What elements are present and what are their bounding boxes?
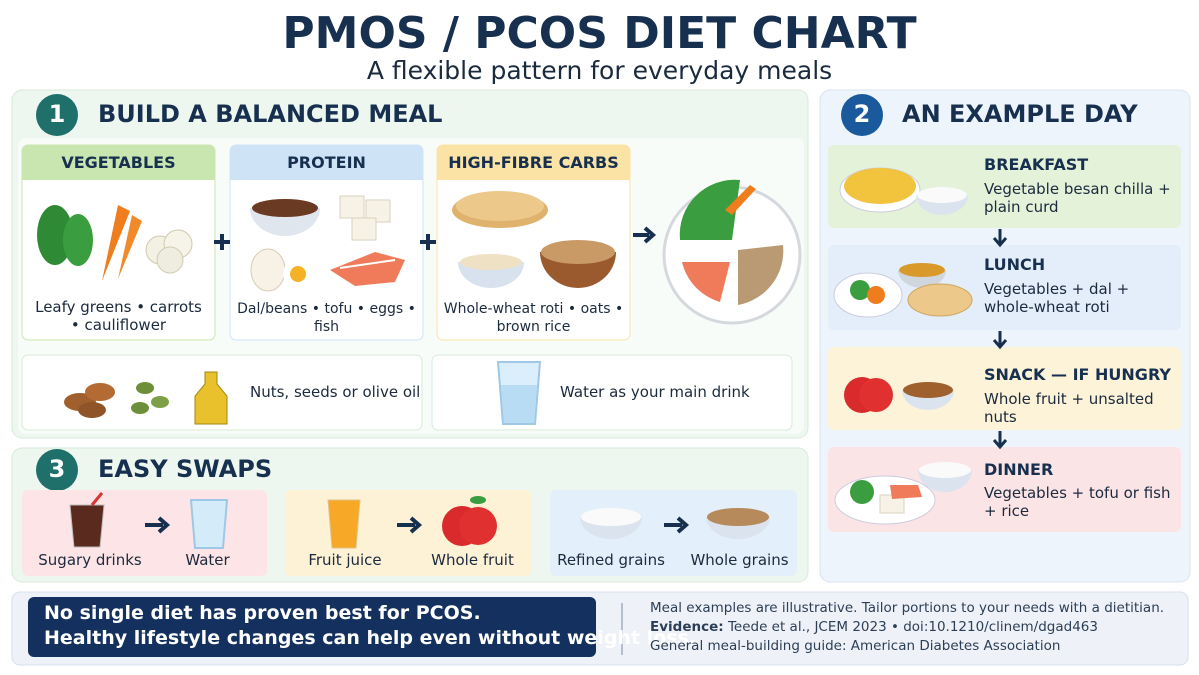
- meal-title: DINNER: [984, 460, 1054, 479]
- plate-icon: [662, 179, 802, 325]
- meal-items: Vegetable besan chilla + plain curd: [984, 180, 1171, 216]
- title: PMOS / PCOS DIET CHART: [282, 8, 917, 59]
- plus-icon: [214, 234, 230, 250]
- group-card: [229, 144, 424, 341]
- meal-title: LUNCH: [984, 255, 1046, 274]
- subtitle: A flexible pattern for everyday meals: [366, 56, 833, 85]
- meal-card: [828, 145, 1181, 228]
- note-line: Healthy lifestyle changes can help even …: [44, 627, 697, 649]
- down-arrow: [992, 229, 1008, 248]
- section-number: 3: [48, 455, 66, 483]
- soda-icon: [69, 492, 105, 548]
- meal-items: Vegetables + tofu or fish + rice: [984, 484, 1171, 520]
- vegetable-icon: [37, 205, 193, 281]
- swap-to: Water: [185, 551, 230, 569]
- snack-icon: [844, 377, 954, 413]
- note-line: No single diet has proven best for PCOS.: [44, 602, 481, 624]
- breakfast-icon: [839, 167, 968, 215]
- section-title: EASY SWAPS: [98, 455, 273, 483]
- group-title: HIGH-FIBRE CARBS: [448, 153, 619, 172]
- section-number: 2: [853, 100, 871, 128]
- meal-items: Vegetables + dal + whole-wheat roti: [984, 280, 1130, 316]
- arrow-icon: [664, 516, 690, 534]
- section-title: AN EXAMPLE DAY: [902, 100, 1138, 128]
- arrow-icon: [633, 226, 657, 244]
- swap-to: Whole fruit: [431, 551, 514, 569]
- extra-text: Water as your main drink: [560, 383, 750, 401]
- evidence-label: Evidence:: [650, 619, 724, 635]
- group-card: [21, 144, 216, 341]
- down-arrow: [992, 331, 1008, 350]
- meal-card: [828, 347, 1181, 430]
- swap-from: Sugary drinks: [38, 551, 142, 569]
- number-badge: [36, 449, 78, 491]
- section-title: BUILD A BALANCED MEAL: [98, 100, 443, 128]
- swap-from: Refined grains: [557, 551, 665, 569]
- water-icon: [189, 499, 229, 549]
- arrow-icon: [397, 516, 423, 534]
- water-icon: [496, 361, 542, 425]
- meal-title: SNACK — IF HUNGRY: [984, 365, 1171, 384]
- swap-from: Fruit juice: [308, 551, 382, 569]
- apple-icon: [442, 496, 497, 546]
- plus-icon: [420, 234, 436, 250]
- juice-icon: [327, 499, 361, 549]
- number-badge: [841, 94, 883, 136]
- group-items: Whole-wheat roti • oats • brown rice: [443, 301, 624, 335]
- protein-icon: [250, 195, 405, 292]
- disclaimer: Meal examples are illustrative. Tailor p…: [650, 600, 1165, 616]
- lunch-icon: [833, 263, 973, 318]
- meal-title: BREAKFAST: [984, 155, 1089, 174]
- group-title: VEGETABLES: [61, 153, 176, 172]
- grains-icon: [706, 508, 770, 539]
- group-items: Dal/beans • tofu • eggs • fish: [237, 301, 416, 335]
- group-items: Leafy greens • carrots • cauliflower: [35, 298, 202, 334]
- evidence-text: Teede et al., JCEM 2023 • doi:10.1210/cl…: [727, 619, 1098, 635]
- group-title: PROTEIN: [287, 153, 366, 172]
- rice-icon: [580, 508, 642, 539]
- guide: General meal-building guide: American Di…: [650, 638, 1061, 654]
- swap-to: Whole grains: [690, 551, 789, 569]
- evidence: Evidence: Teede et al., JCEM 2023 • doi:…: [650, 619, 1098, 635]
- extra-text: Nuts, seeds or olive oil: [250, 383, 421, 401]
- down-arrow: [992, 431, 1008, 450]
- carbs-icon: [452, 191, 616, 288]
- note-box: [28, 597, 596, 657]
- nuts-icon: [64, 371, 228, 425]
- dinner-icon: [834, 462, 972, 525]
- section-number: 1: [48, 100, 66, 128]
- number-badge: [36, 94, 78, 136]
- meal-items: Whole fruit + unsalted nuts: [984, 390, 1154, 426]
- arrow-icon: [145, 516, 171, 534]
